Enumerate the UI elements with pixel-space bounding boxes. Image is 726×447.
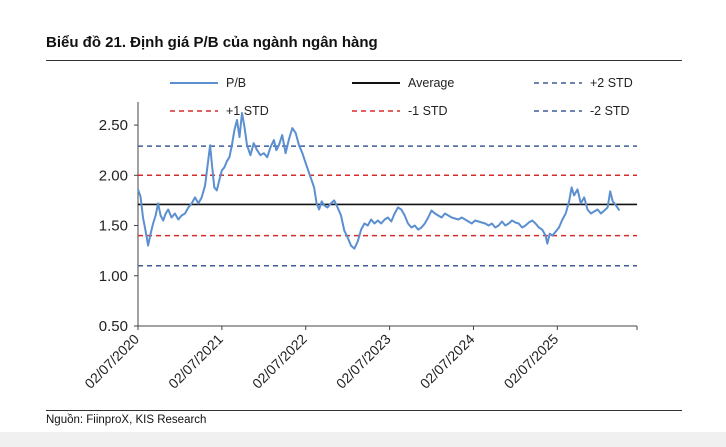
legend-label: -1 STD	[408, 104, 448, 118]
x-tick-label: 02/07/2020	[81, 331, 142, 392]
y-tick-label: 0.50	[99, 318, 128, 335]
x-tick-label: 02/07/2023	[333, 331, 394, 392]
pb-valuation-chart: 0.50 1.00 1.50 2.00 2.50 02/07/2020 02/07/2021…	[81, 76, 638, 392]
legend-label: Average	[408, 76, 454, 90]
x-tick-label: 02/07/2021	[165, 331, 226, 392]
y-tick-label: 2.50	[99, 117, 128, 134]
legend-label: +2 STD	[590, 76, 633, 90]
footer-band	[0, 432, 726, 447]
source-note: Nguồn: FiinproX, KIS Research	[46, 414, 207, 426]
y-tick-label: 1.50	[99, 218, 128, 235]
legend-label: -2 STD	[590, 104, 630, 118]
y-tick-label: 2.00	[99, 167, 128, 184]
legend-label: P/B	[226, 76, 246, 90]
x-tick-label: 02/07/2025	[501, 331, 562, 392]
y-tick-label: 1.00	[99, 268, 128, 285]
legend-label: +1 STD	[226, 104, 269, 118]
x-tick-label: 02/07/2022	[249, 331, 310, 392]
source-rule	[46, 410, 682, 411]
chart-title: Biểu đồ 21. Định giá P/B của ngành ngân …	[46, 34, 378, 51]
title-rule	[46, 60, 682, 61]
pb-series-line	[137, 112, 621, 250]
x-tick-label: 02/07/2024	[417, 331, 478, 392]
